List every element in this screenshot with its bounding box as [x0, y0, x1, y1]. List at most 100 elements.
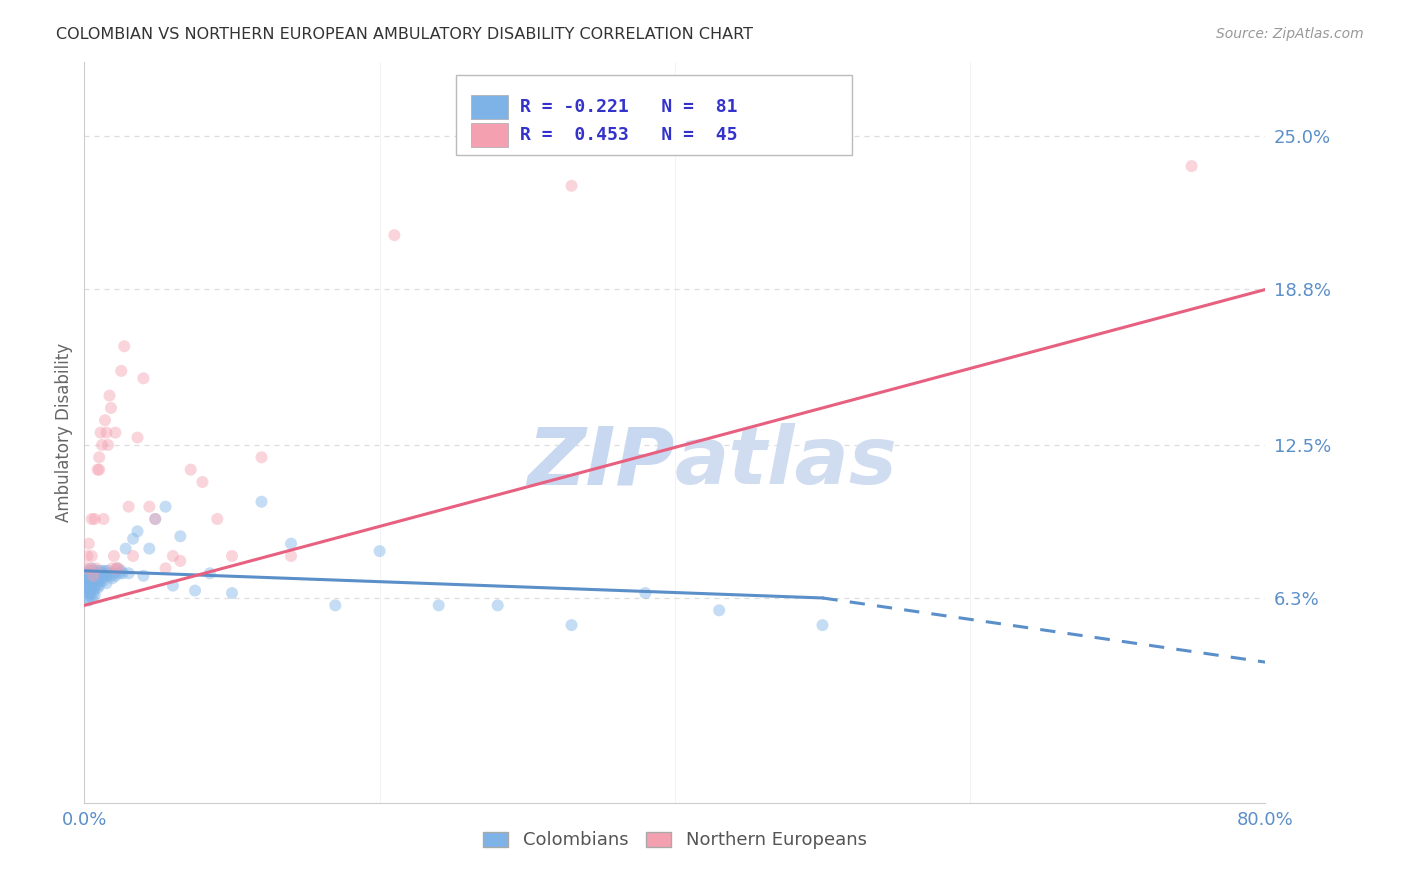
- Point: [76, 579, 98, 593]
- Point: [76, 549, 98, 563]
- Point: [83, 512, 105, 526]
- Point: [221, 549, 243, 563]
- Point: [98, 389, 121, 403]
- Point: [325, 599, 347, 613]
- Point: [97, 438, 120, 452]
- Point: [90, 574, 112, 588]
- Point: [84, 561, 107, 575]
- Point: [138, 500, 160, 514]
- Point: [709, 603, 731, 617]
- Point: [82, 571, 104, 585]
- Point: [96, 568, 118, 582]
- Point: [77, 571, 100, 585]
- Point: [79, 574, 101, 588]
- Point: [107, 561, 129, 575]
- Point: [180, 462, 202, 476]
- Point: [280, 549, 302, 563]
- Point: [198, 566, 221, 581]
- Point: [207, 512, 229, 526]
- Point: [86, 566, 108, 581]
- Point: [100, 568, 122, 582]
- Point: [79, 561, 101, 575]
- Point: [91, 564, 114, 578]
- Point: [427, 599, 450, 613]
- Point: [103, 549, 125, 563]
- Point: [368, 544, 391, 558]
- Point: [98, 566, 121, 581]
- Point: [101, 571, 124, 585]
- Point: [77, 579, 100, 593]
- Point: [91, 571, 114, 585]
- Point: [104, 425, 127, 440]
- Point: [80, 591, 103, 605]
- Point: [80, 561, 103, 575]
- FancyBboxPatch shape: [471, 123, 509, 147]
- Point: [90, 566, 112, 581]
- Point: [250, 494, 273, 508]
- Point: [382, 228, 406, 243]
- Text: R = -0.221   N =  81: R = -0.221 N = 81: [520, 98, 738, 116]
- Point: [162, 579, 184, 593]
- Point: [111, 566, 134, 581]
- Point: [94, 564, 117, 578]
- FancyBboxPatch shape: [471, 95, 509, 119]
- Text: ZIP: ZIP: [527, 423, 675, 501]
- Point: [87, 564, 111, 578]
- Point: [84, 571, 107, 585]
- Point: [155, 561, 177, 575]
- Point: [83, 574, 105, 588]
- Point: [84, 564, 107, 578]
- Point: [280, 536, 302, 550]
- Point: [634, 586, 657, 600]
- Point: [75, 561, 97, 575]
- Point: [93, 566, 115, 581]
- Point: [101, 561, 124, 575]
- Point: [83, 581, 105, 595]
- Point: [76, 591, 98, 605]
- Point: [93, 574, 115, 588]
- Point: [80, 583, 103, 598]
- Point: [122, 532, 145, 546]
- Point: [82, 564, 104, 578]
- Point: [110, 364, 132, 378]
- Point: [561, 618, 583, 632]
- Point: [82, 579, 104, 593]
- Text: atlas: atlas: [675, 423, 897, 501]
- Point: [103, 566, 125, 581]
- Point: [80, 576, 103, 591]
- Point: [86, 462, 108, 476]
- Point: [112, 339, 135, 353]
- Point: [93, 512, 115, 526]
- Point: [87, 571, 111, 585]
- Point: [77, 586, 100, 600]
- Point: [87, 579, 111, 593]
- Point: [191, 475, 214, 489]
- Point: [80, 568, 103, 582]
- Point: [86, 581, 108, 595]
- Point: [76, 568, 98, 582]
- Point: [127, 431, 149, 445]
- Point: [811, 618, 834, 632]
- Point: [105, 561, 128, 575]
- Point: [86, 574, 108, 588]
- Point: [79, 581, 101, 595]
- Point: [162, 549, 184, 563]
- Point: [114, 541, 136, 556]
- Point: [75, 566, 97, 581]
- Point: [77, 564, 100, 578]
- Point: [132, 568, 155, 582]
- Point: [77, 593, 100, 607]
- Point: [108, 566, 131, 581]
- Point: [155, 500, 177, 514]
- Point: [80, 512, 103, 526]
- Point: [561, 178, 583, 193]
- Point: [138, 541, 160, 556]
- Point: [97, 564, 120, 578]
- Point: [83, 566, 105, 581]
- Point: [105, 561, 128, 575]
- Point: [96, 576, 118, 591]
- Point: [169, 529, 191, 543]
- Point: [143, 512, 166, 526]
- Point: [87, 462, 111, 476]
- Point: [84, 579, 107, 593]
